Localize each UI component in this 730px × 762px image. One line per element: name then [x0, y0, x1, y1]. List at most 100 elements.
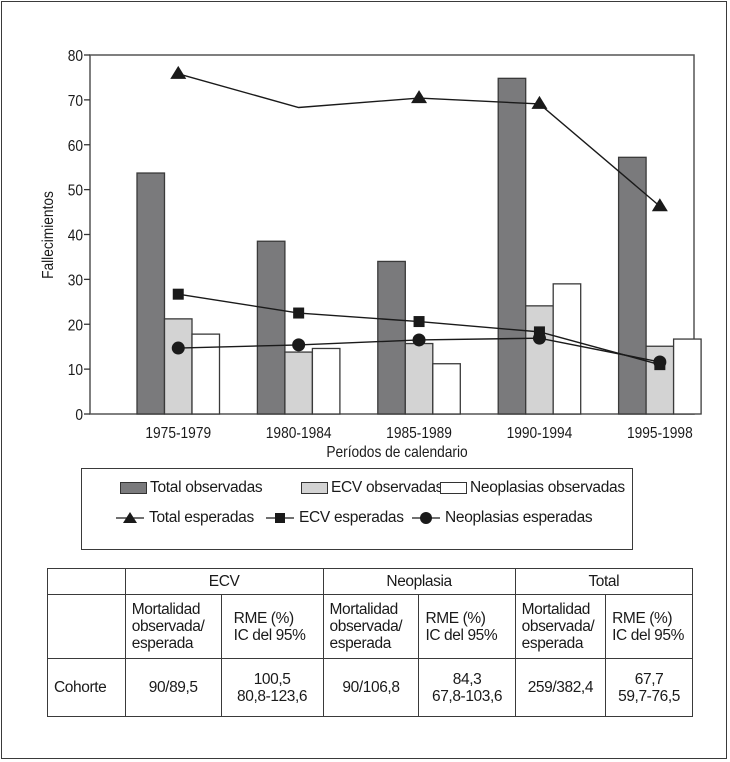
legend-item-total-observadas: Total observadas: [120, 477, 263, 499]
legend-item-ecv-observadas: ECV observadas: [301, 477, 443, 499]
subheader-line: IC del 95%: [612, 626, 684, 644]
marker-total-esperadas-1990-1994: [531, 95, 548, 109]
x-tick-label-1975-1979: 1975-1979: [145, 424, 211, 442]
y-tick-label-70: 70: [68, 92, 83, 110]
table-row: Cohorte 90/89,5 100,5 80,8-123,6 90/106,…: [47, 658, 693, 717]
chart: 0 10 20 30 40 50 60 70 80 1975-1979 1980-1984 1985-…: [39, 47, 702, 461]
rme-value: 84,3: [452, 670, 482, 688]
row-label: Cohorte: [47, 658, 126, 717]
subheader-line: RME (%): [425, 609, 486, 627]
y-tick-label-0: 0: [75, 406, 83, 424]
bar-total-observadas-1975-1979: [136, 172, 166, 415]
statistics-table: ECV Neoplasia Total Mortalidad observada…: [47, 568, 694, 717]
legend-label: Neoplasias esperadas: [445, 509, 593, 526]
subheader-line: Mortalidad: [329, 601, 399, 618]
group-header-neoplasia: Neoplasia: [322, 568, 516, 595]
y-tick-label-20: 20: [68, 316, 83, 334]
marker-ecv-esperadas-1980-1984: [293, 307, 305, 319]
empty-corner-cell: [47, 568, 126, 595]
cell-ecv-mortality: 90/89,5: [124, 658, 222, 717]
bar-total-observadas-1995-1998: [617, 156, 647, 415]
subheader-rme: RME (%) IC del 95%: [605, 594, 693, 659]
legend-item-total-esperadas: Total esperadas: [116, 507, 254, 529]
y-tick-label-50: 50: [68, 182, 83, 200]
x-tick-label-1985-1989: 1985-1989: [386, 424, 452, 442]
y-tick-label-40: 40: [68, 227, 83, 245]
y-tick-label-10: 10: [68, 361, 83, 379]
subheader-line: IC del 95%: [233, 626, 306, 644]
legend: Total observadas ECV observadas Neoplasi…: [81, 468, 633, 550]
bar-ecv-observadas-1985-1989: [404, 342, 434, 415]
bar-ecv-observadas-1975-1979: [163, 318, 193, 415]
marker-neoplasias-esperadas-1985-1989: [412, 333, 426, 347]
empty-cell: [47, 594, 126, 659]
y-axis-label: Fallecimientos: [39, 191, 57, 279]
subheader-line: esperada: [329, 635, 392, 652]
legend-label: Neoplasias observadas: [470, 479, 625, 496]
x-tick-label-1980-1984: 1980-1984: [266, 424, 332, 442]
x-tick-label-1995-1998: 1995-1998: [627, 424, 693, 442]
bar-total-observadas-1985-1989: [377, 260, 406, 415]
legend-label: Total esperadas: [149, 509, 254, 526]
square-marker-icon: [266, 513, 294, 523]
rme-value: 100,5: [253, 670, 291, 688]
legend-label: ECV observadas: [331, 479, 444, 496]
subheader-rme: RME (%) IC del 95%: [220, 594, 324, 659]
subheader-line: observada/: [329, 618, 403, 635]
y-tick-label-30: 30: [68, 271, 83, 289]
swatch-total-observadas: [120, 482, 147, 494]
marker-neoplasias-esperadas-1980-1984: [292, 338, 306, 352]
subheader-line: IC del 95%: [425, 626, 498, 644]
swatch-neoplasias-observadas: [440, 482, 467, 494]
marker-neoplasias-esperadas-1975-1979: [171, 341, 185, 355]
marker-total-esperadas-1975-1979: [170, 65, 187, 79]
subheader-mortality: Mortalidad observada/ esperada: [514, 594, 607, 659]
table-subheader-row: Mortalidad observada/ esperada RME (%) I…: [47, 594, 693, 659]
triangle-marker-icon: [116, 512, 144, 523]
bar-ecv-observadas-1980-1984: [284, 351, 314, 415]
cell-neoplasia-mortality: 90/106,8: [322, 658, 420, 717]
subheader-rme: RME (%) IC del 95%: [418, 594, 516, 659]
bar-neoplasias-observadas-1975-1979: [191, 333, 221, 415]
subheader-line: esperada: [131, 635, 194, 652]
legend-label: Total observadas: [150, 479, 263, 496]
subheader-line: esperada: [521, 635, 584, 652]
subheader-line: Mortalidad: [131, 601, 201, 618]
rme-value: 67,7: [634, 670, 664, 688]
group-header-ecv: ECV: [124, 568, 324, 595]
table-header-row: ECV Neoplasia Total: [47, 568, 694, 595]
ci-value: 59,7-76,5: [618, 687, 681, 705]
marker-total-esperadas-1995-1998: [651, 198, 668, 212]
subheader-mortality: Mortalidad observada/ esperada: [124, 594, 222, 659]
bar-neoplasias-observadas-1995-1998: [672, 338, 702, 415]
y-tick-label-60: 60: [68, 137, 83, 155]
subheader-line: RME (%): [612, 609, 673, 627]
cell-total-rme: 67,7 59,7-76,5: [605, 658, 693, 717]
ci-value: 80,8-123,6: [237, 687, 308, 705]
marker-neoplasias-esperadas-1990-1994: [532, 331, 546, 345]
group-header-total: Total: [514, 568, 694, 595]
x-tick-label-1990-1994: 1990-1994: [507, 424, 573, 442]
subheader-line: Mortalidad: [521, 601, 591, 618]
subheader-line: RME (%): [233, 609, 294, 627]
legend-label: ECV esperadas: [299, 509, 404, 526]
bar-ecv-observadas-1990-1994: [525, 305, 554, 415]
bar-neoplasias-observadas-1990-1994: [552, 283, 582, 415]
legend-item-neoplasias-esperadas: Neoplasias esperadas: [412, 507, 593, 529]
marker-ecv-esperadas-1985-1989: [413, 316, 425, 328]
x-axis-label: Períodos de calendario: [326, 443, 467, 461]
legend-item-ecv-esperadas: ECV esperadas: [266, 507, 404, 529]
subheader-line: observada/: [521, 618, 595, 635]
cell-total-mortality: 259/382,4: [514, 658, 607, 717]
marker-total-esperadas-1985-1989: [411, 90, 428, 104]
circle-marker-icon: [412, 512, 440, 524]
bar-total-observadas-1980-1984: [256, 240, 286, 415]
cell-neoplasia-rme: 84,3 67,8-103,6: [418, 658, 516, 717]
bar-neoplasias-observadas-1980-1984: [311, 347, 341, 415]
subheader-mortality: Mortalidad observada/ esperada: [322, 594, 420, 659]
legend-item-neoplasias-observadas: Neoplasias observadas: [440, 477, 625, 499]
cell-ecv-rme: 100,5 80,8-123,6: [220, 658, 324, 717]
subheader-line: observada/: [131, 618, 205, 635]
swatch-ecv-observadas: [301, 482, 328, 494]
